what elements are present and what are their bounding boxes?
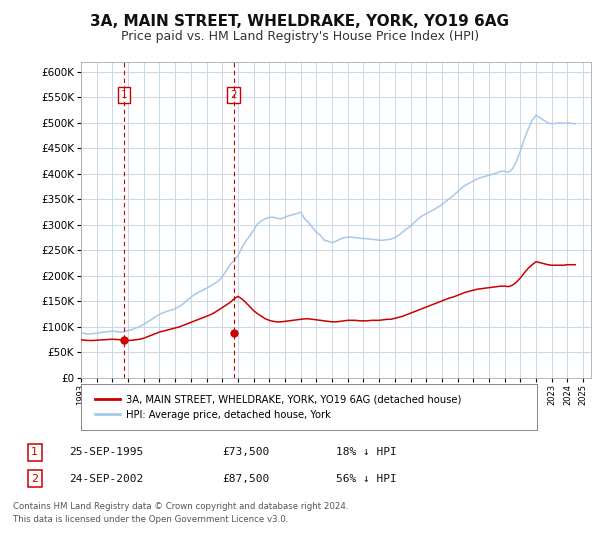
Text: 24-SEP-2002: 24-SEP-2002 [69,474,143,484]
Text: 25-SEP-1995: 25-SEP-1995 [69,447,143,458]
Text: 56% ↓ HPI: 56% ↓ HPI [336,474,397,484]
Text: 1: 1 [121,90,127,100]
Text: £87,500: £87,500 [222,474,269,484]
Text: Contains HM Land Registry data © Crown copyright and database right 2024.: Contains HM Land Registry data © Crown c… [13,502,349,511]
Text: 2: 2 [230,90,237,100]
Text: This data is licensed under the Open Government Licence v3.0.: This data is licensed under the Open Gov… [13,515,289,524]
Legend: 3A, MAIN STREET, WHELDRAKE, YORK, YO19 6AG (detached house), HPI: Average price,: 3A, MAIN STREET, WHELDRAKE, YORK, YO19 6… [91,391,465,423]
Text: 1: 1 [31,447,38,458]
Text: 18% ↓ HPI: 18% ↓ HPI [336,447,397,458]
Text: Price paid vs. HM Land Registry's House Price Index (HPI): Price paid vs. HM Land Registry's House … [121,30,479,43]
Text: 3A, MAIN STREET, WHELDRAKE, YORK, YO19 6AG: 3A, MAIN STREET, WHELDRAKE, YORK, YO19 6… [91,14,509,29]
Text: £73,500: £73,500 [222,447,269,458]
Text: 2: 2 [31,474,38,484]
